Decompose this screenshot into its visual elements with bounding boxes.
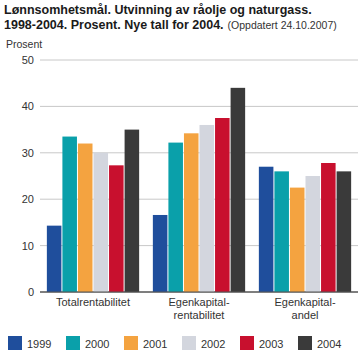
bar (168, 143, 183, 292)
bar (47, 226, 62, 292)
bar (125, 130, 140, 292)
grid-line (40, 106, 358, 107)
bar (231, 88, 246, 292)
x-tick-line: Totalrentabilitet (56, 296, 130, 308)
legend-swatch (8, 336, 22, 350)
legend-label: 2004 (317, 338, 341, 350)
y-tick-label: 0 (28, 286, 34, 298)
bar (184, 133, 199, 292)
bar (321, 163, 336, 292)
legend-label: 1999 (27, 338, 51, 350)
y-tick-label: 50 (22, 54, 34, 66)
y-label: Prosent (6, 38, 42, 50)
title-line: 1998-2004. Prosent. Nye tall for 2004. (4, 18, 224, 32)
bar (337, 171, 352, 292)
y-tick-label: 20 (22, 193, 34, 205)
x-tick-line: rentabilitet (174, 309, 225, 321)
bars (47, 88, 351, 292)
grid-line (40, 60, 358, 61)
legend-swatch (66, 336, 80, 350)
x-tick-line: Egenkapital- (168, 296, 229, 308)
x-tick-line: Egenkapital- (274, 296, 335, 308)
legend-label: 2001 (143, 338, 167, 350)
legend-swatch (124, 336, 138, 350)
x-axis (40, 292, 358, 293)
x-tick-line: andel (292, 309, 319, 321)
x-tick-label: Egenkapital-andel (274, 296, 335, 321)
legend-label: 2002 (201, 338, 225, 350)
bar (200, 125, 215, 292)
x-tick-label: Totalrentabilitet (56, 296, 130, 308)
subtitle: (Oppdatert 24.10.2007) (228, 19, 337, 31)
bar (306, 176, 321, 292)
bar (109, 165, 124, 292)
legend-label: 2000 (85, 338, 109, 350)
y-tick-label: 30 (22, 147, 34, 159)
x-tick-label: Egenkapital-rentabilitet (168, 296, 229, 321)
bar (78, 144, 93, 292)
y-tick-label: 40 (22, 100, 34, 112)
bar (274, 171, 289, 292)
bar (153, 215, 168, 292)
legend-swatch (240, 336, 254, 350)
bar (215, 118, 230, 292)
bar (259, 167, 274, 292)
bar (290, 188, 305, 292)
bar (94, 153, 109, 292)
y-tick-label: 10 (22, 240, 34, 252)
title-line: Lønnsomhetsmål. Utvinning av råolje og n… (4, 3, 312, 17)
grid-line (40, 292, 358, 293)
legend-label: 2003 (259, 338, 283, 350)
chart: Lønnsomhetsmål. Utvinning av råolje og n… (0, 0, 364, 360)
legend-swatch (298, 336, 312, 350)
bar (62, 137, 77, 292)
legend-swatch (182, 336, 196, 350)
